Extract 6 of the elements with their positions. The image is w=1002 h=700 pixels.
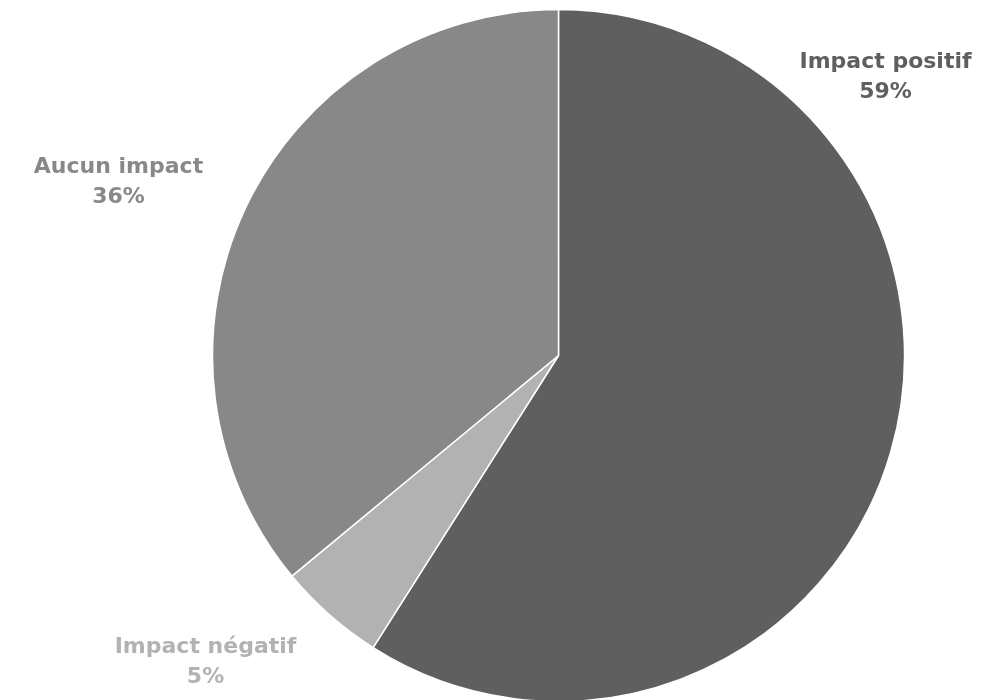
data-label: 59% <box>859 78 912 103</box>
slice-label: Impact positif <box>799 48 972 73</box>
data-label: 5% <box>186 663 225 688</box>
slice-label: Aucun impact <box>33 153 204 178</box>
data-label: 36% <box>92 183 145 208</box>
slice-label: Impact négatif <box>114 633 297 658</box>
